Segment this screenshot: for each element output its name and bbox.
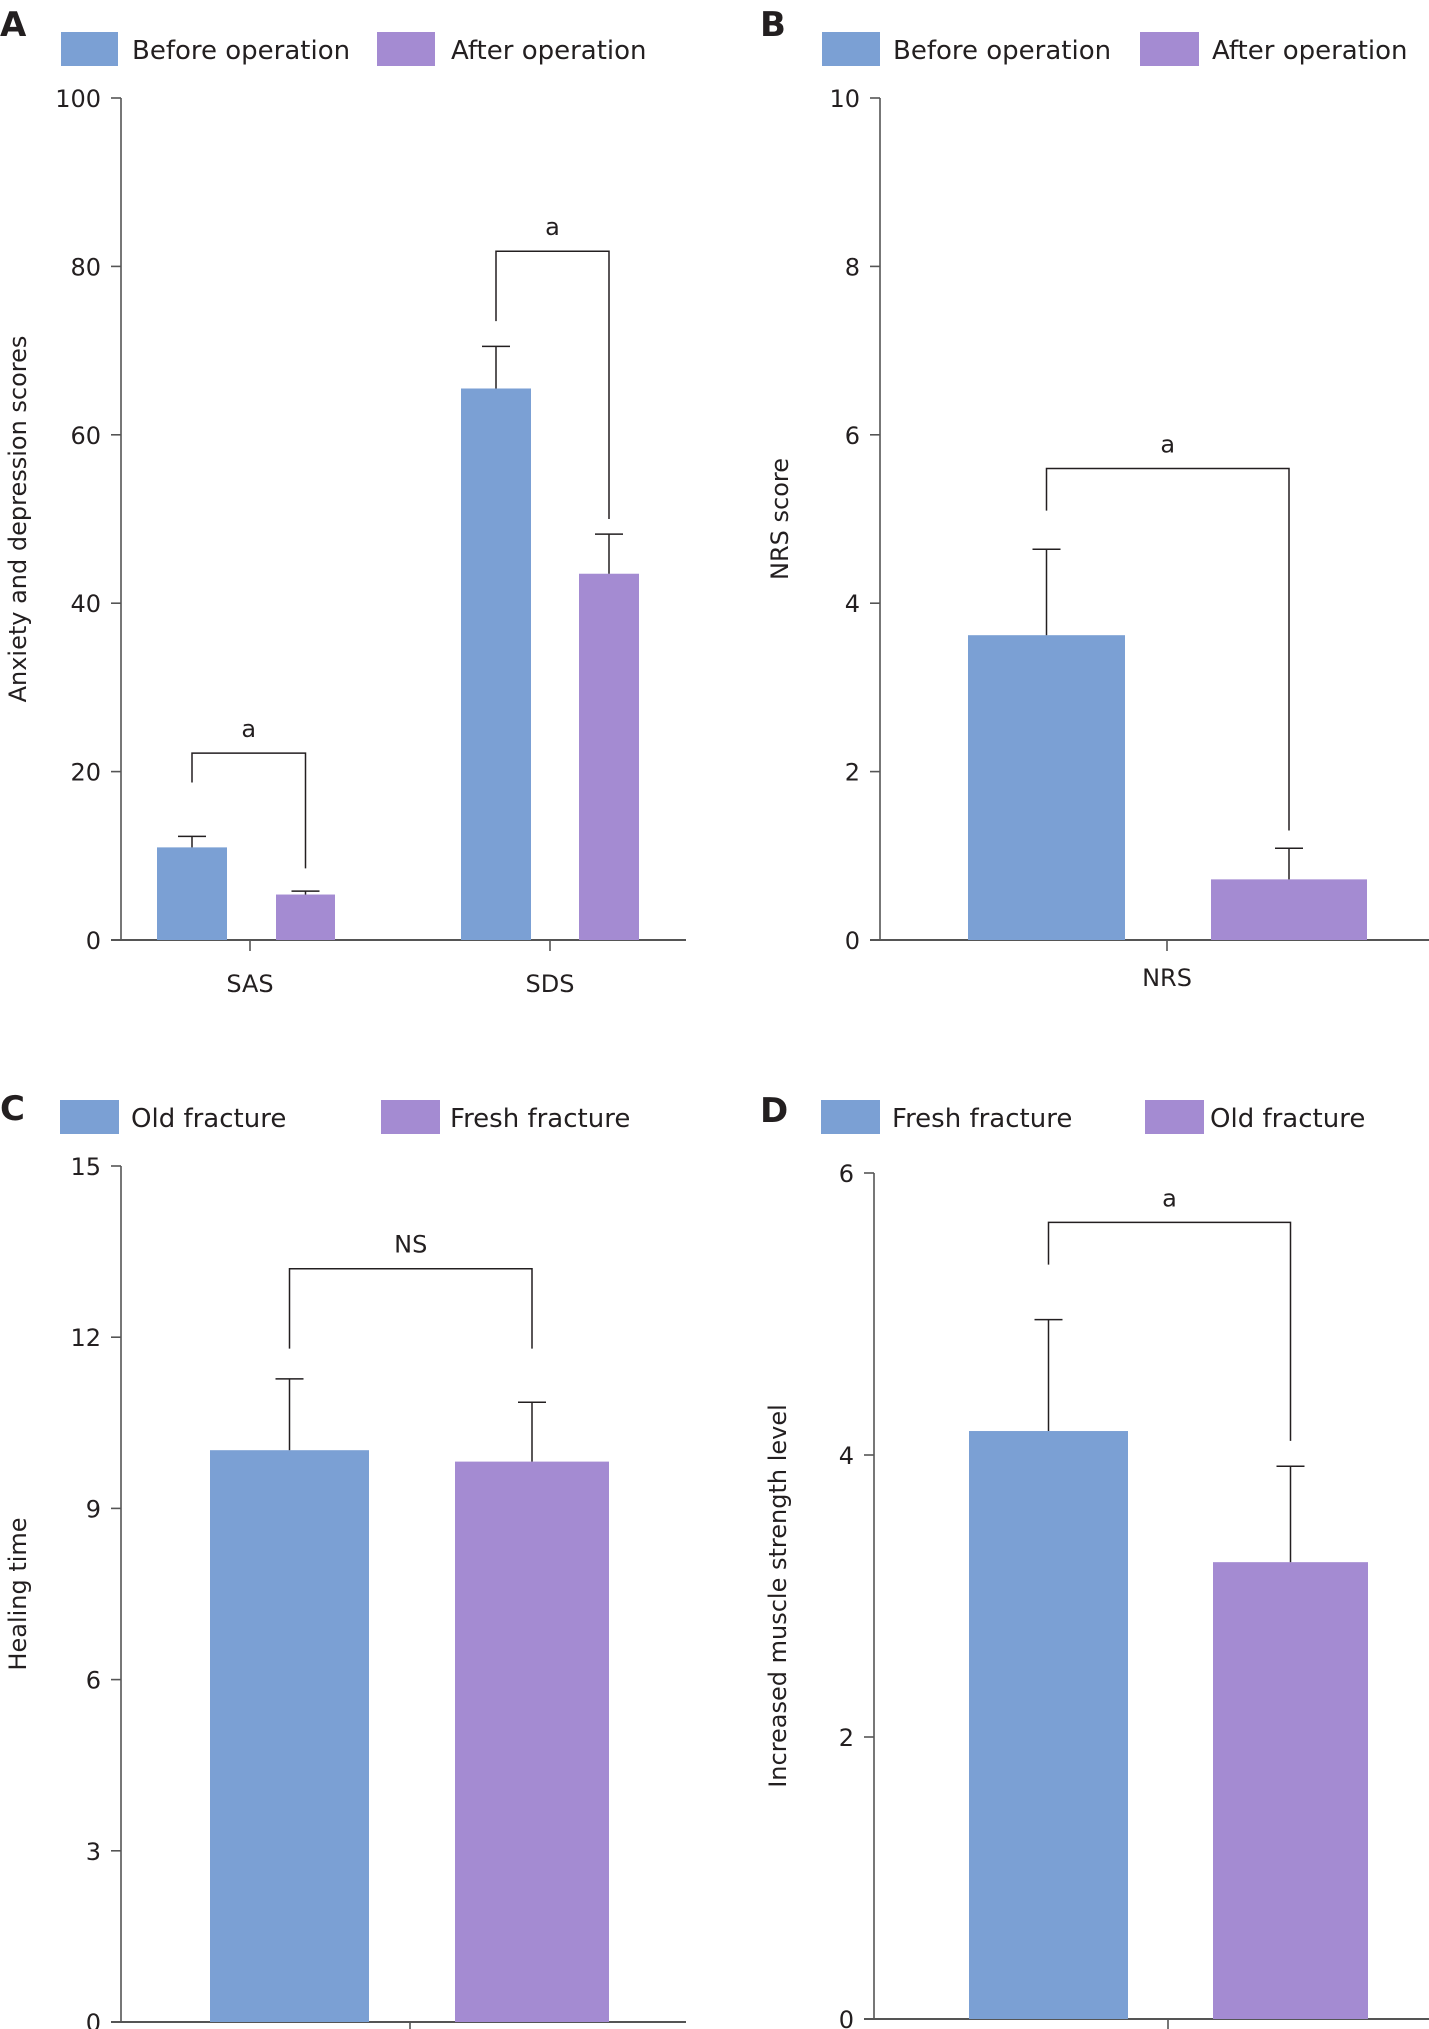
legend-swatch: [821, 1100, 880, 1134]
bar: [157, 847, 227, 940]
panel-letter: C: [0, 1089, 25, 1129]
panel-b: B Before operation After operation 0 2 4 6 8 10 N…: [760, 5, 1429, 992]
y-tick-label: 60: [70, 422, 101, 450]
y-tick-label: 100: [55, 85, 101, 113]
y-tick-label: 2: [839, 1724, 854, 1752]
significance-label: NS: [394, 1231, 427, 1259]
y-tick-label: 0: [86, 2009, 101, 2029]
legend-swatch: [61, 32, 118, 66]
significance-bracket: [191, 752, 307, 869]
y-tick-label: 8: [845, 253, 860, 281]
y-tick-label: 4: [845, 590, 860, 618]
bar: [455, 1461, 609, 2022]
panel-letter: D: [760, 1091, 788, 1131]
panel-d: D Fresh fracture Old fracture 0 2 4 6 Increased…: [760, 1091, 1429, 2029]
y-tick-label: 20: [70, 759, 101, 787]
panel-a: A Before operation After operation 0 20 40 60 8…: [0, 5, 686, 998]
panel-letter: B: [760, 5, 786, 45]
y-axis-title: NRS score: [766, 458, 794, 580]
y-tick-label: 0: [845, 927, 860, 955]
legend-label: Old fracture: [131, 1104, 286, 1134]
legend-label: Fresh fracture: [450, 1104, 630, 1134]
y-tick-label: 15: [70, 1153, 101, 1181]
legend-label: Fresh fracture: [892, 1104, 1072, 1134]
panel-c: C Old fracture Fresh fracture 0 3 6 9 12 15 Heali…: [0, 1089, 686, 2029]
y-tick-label: 12: [70, 1324, 101, 1352]
y-tick-label: 3: [86, 1838, 101, 1866]
y-axis-title: Anxiety and depression scores: [4, 336, 32, 703]
legend-swatch: [60, 1100, 119, 1134]
significance-bracket: [1045, 467, 1290, 831]
bar: [968, 635, 1125, 940]
x-tick-label: NRS: [1142, 964, 1192, 992]
bar: [461, 388, 531, 940]
y-tick-label: 2: [845, 759, 860, 787]
significance-bracket: [1047, 1221, 1292, 1441]
y-axis-title: Healing time: [4, 1517, 32, 1670]
significance-label: a: [1162, 1184, 1177, 1212]
y-axis-title: Increased muscle strength level: [764, 1404, 792, 1788]
y-tick-label: 0: [839, 2006, 854, 2029]
y-tick-label: 40: [70, 590, 101, 618]
bar: [969, 1431, 1128, 2019]
significance-label: a: [1160, 430, 1175, 458]
legend-label: After operation: [1212, 36, 1408, 66]
bar: [1213, 1562, 1368, 2019]
legend-swatch: [1140, 32, 1199, 66]
y-tick-label: 10: [829, 85, 860, 113]
panel-letter: A: [0, 5, 27, 45]
legend-label: Old fracture: [1210, 1104, 1365, 1134]
legend-swatch: [822, 32, 880, 66]
bar: [276, 894, 335, 940]
y-tick-label: 0: [86, 927, 101, 955]
x-tick-label: SAS: [226, 970, 273, 998]
bar: [579, 573, 639, 940]
y-tick-label: 4: [839, 1442, 854, 1470]
bar: [210, 1450, 369, 2022]
legend-label: Before operation: [893, 36, 1111, 66]
legend-swatch: [381, 1100, 440, 1134]
significance-label: a: [545, 213, 560, 241]
y-tick-label: 6: [86, 1667, 101, 1695]
bar: [1211, 879, 1367, 940]
legend-swatch: [377, 32, 435, 66]
legend-label: After operation: [451, 36, 647, 66]
y-tick-label: 80: [70, 253, 101, 281]
significance-bracket: [288, 1267, 533, 1349]
x-tick-label: SDS: [526, 970, 575, 998]
y-tick-label: 9: [86, 1495, 101, 1523]
y-tick-label: 6: [845, 422, 860, 450]
legend-label: Before operation: [132, 36, 350, 66]
significance-bracket: [495, 250, 610, 519]
legend-swatch: [1145, 1100, 1204, 1134]
y-tick-label: 6: [839, 1160, 854, 1188]
significance-label: a: [241, 715, 256, 743]
